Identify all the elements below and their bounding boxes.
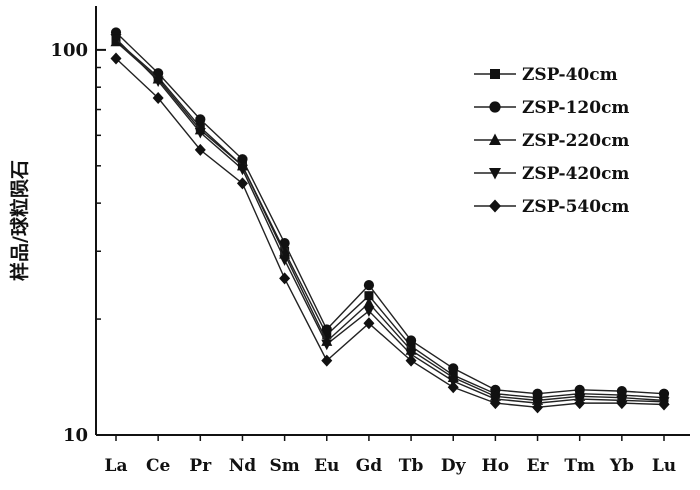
legend-item: ZSP-540cm xyxy=(474,197,629,217)
data-point-eu xyxy=(322,330,332,340)
legend-marker xyxy=(490,69,500,79)
legend-item: ZSP-220cm xyxy=(474,131,629,151)
data-point-lu xyxy=(658,388,670,399)
x-tick-label-pr: Pr xyxy=(189,456,212,476)
series-zsp-220cm xyxy=(110,35,670,405)
x-tick-label-ce: Ce xyxy=(146,456,171,476)
series-zsp-540cm xyxy=(110,52,670,414)
data-point-er xyxy=(532,388,543,399)
data-point-nd xyxy=(236,164,248,176)
data-point-eu xyxy=(321,324,332,335)
data-point-pr xyxy=(195,114,206,125)
data-point-pr xyxy=(194,143,206,156)
data-point-tm xyxy=(574,397,586,410)
legend-label: ZSP-40cm xyxy=(522,65,618,85)
data-point-ce xyxy=(152,76,164,88)
x-tick-label-er: Er xyxy=(527,456,550,476)
legend-label: ZSP-540cm xyxy=(522,197,629,217)
data-point-gd xyxy=(363,297,375,308)
data-point-yb xyxy=(616,386,627,397)
series-line xyxy=(115,57,665,409)
series-zsp-120cm xyxy=(110,27,670,399)
series-line xyxy=(115,41,665,402)
x-tick-label-la: La xyxy=(105,456,128,476)
data-point-sm xyxy=(279,272,291,285)
data-point-sm xyxy=(279,237,290,249)
series-line xyxy=(115,39,665,399)
data-point-lu xyxy=(658,398,670,411)
series-line xyxy=(115,31,665,395)
series-line xyxy=(115,38,665,404)
data-point-yb xyxy=(616,397,628,410)
data-point-gd xyxy=(363,317,375,330)
data-point-eu xyxy=(321,354,333,367)
legend-marker xyxy=(489,133,501,145)
y-tick-label: 10 xyxy=(63,425,88,446)
x-tick-label-nd: Nd xyxy=(229,456,257,476)
data-point-la xyxy=(110,34,122,45)
data-point-sm xyxy=(279,255,291,266)
data-point-tm xyxy=(574,384,585,395)
y-axis-title: 样品/球粒陨石 xyxy=(8,160,31,281)
data-point-gd xyxy=(364,291,374,301)
x-tick-label-yb: Yb xyxy=(609,456,634,476)
x-tick-label-tb: Tb xyxy=(399,456,424,476)
legend-label: ZSP-120cm xyxy=(522,98,629,118)
series-zsp-40cm xyxy=(111,35,669,403)
x-tick-label-ho: Ho xyxy=(482,456,509,476)
data-point-ho xyxy=(490,384,501,395)
legend-label: ZSP-420cm xyxy=(522,164,629,184)
data-point-pr xyxy=(194,128,206,139)
data-point-tb xyxy=(405,335,417,346)
data-point-dy xyxy=(447,381,459,394)
legend-item: ZSP-420cm xyxy=(474,164,629,184)
legend-marker xyxy=(489,168,501,180)
legend-item: ZSP-120cm xyxy=(474,98,629,118)
data-point-la xyxy=(110,52,122,65)
legend-item: ZSP-40cm xyxy=(474,65,618,85)
data-point-gd xyxy=(363,280,375,291)
series-zsp-420cm xyxy=(110,34,670,410)
data-point-gd xyxy=(363,306,375,317)
data-point-nd xyxy=(237,154,248,165)
x-tick-label-sm: Sm xyxy=(269,456,299,476)
data-point-eu xyxy=(321,339,333,351)
data-point-ce xyxy=(152,91,164,104)
x-tick-label-lu: Lu xyxy=(652,456,676,476)
data-point-nd xyxy=(236,177,248,190)
x-tick-label-gd: Gd xyxy=(356,456,383,476)
legend: ZSP-40cm ZSP-120cm ZSP-220cm ZSP-420cm ZSP-5… xyxy=(474,65,629,217)
data-point-ho xyxy=(489,397,501,410)
x-tick-label-dy: Dy xyxy=(441,456,467,476)
y-tick-label: 100 xyxy=(50,40,88,61)
x-tick-label-eu: Eu xyxy=(314,456,339,476)
data-point-dy xyxy=(448,363,459,374)
x-tick-label-tm: Tm xyxy=(564,456,595,476)
legend-marker xyxy=(489,199,501,213)
data-point-er xyxy=(532,401,544,414)
legend-label: ZSP-220cm xyxy=(522,131,629,151)
data-point-tb xyxy=(405,354,417,367)
legend-marker xyxy=(489,101,501,113)
